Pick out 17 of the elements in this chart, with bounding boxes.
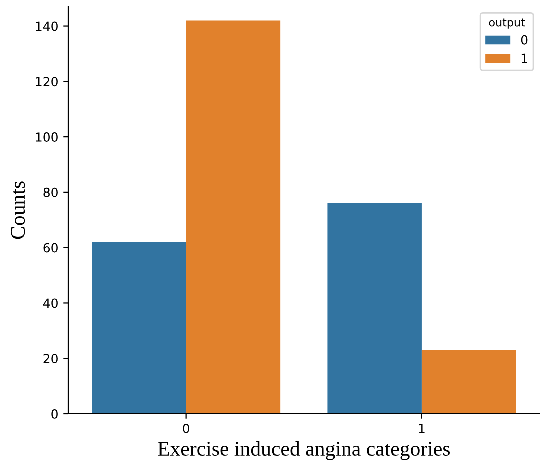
y-tick-label: 100 [36, 132, 58, 142]
y-tick-label: 20 [44, 354, 58, 364]
y-axis-title: Counts [11, 182, 26, 240]
legend-label: 1 [522, 54, 528, 63]
y-tick-label: 40 [43, 298, 58, 308]
legend-label: 0 [521, 35, 528, 45]
y-tick-label: 140 [36, 22, 58, 32]
bar [92, 242, 186, 414]
y-tick-label: 80 [44, 188, 58, 198]
y-tick-label: 0 [52, 409, 58, 419]
bar [328, 204, 422, 414]
x-axis-title: Exercise induced angina categories [158, 441, 450, 460]
legend-title: output [489, 18, 526, 29]
bar [186, 20, 281, 414]
bar [422, 350, 516, 414]
y-tick-label: 60 [44, 243, 58, 253]
y-tick-label: 120 [36, 77, 58, 87]
